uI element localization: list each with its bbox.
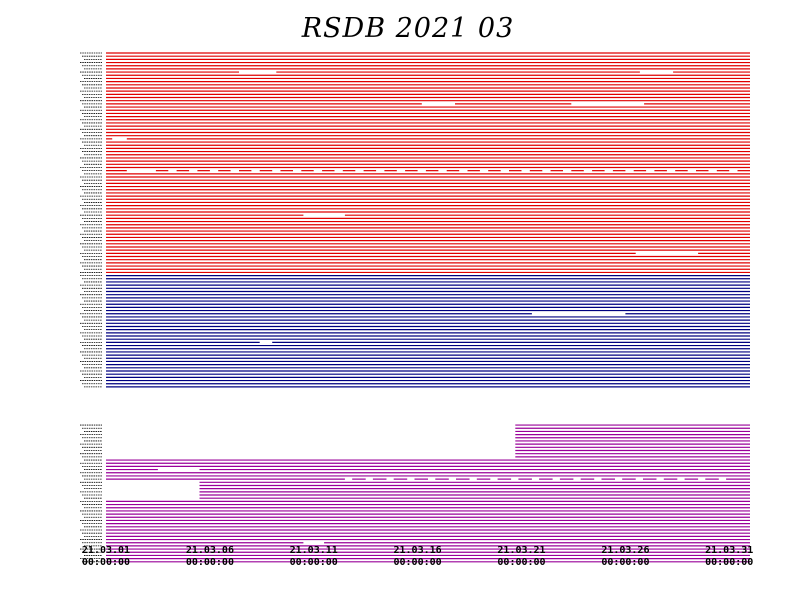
x-tick-time-label: 00:00:00 (497, 557, 545, 568)
x-tick-date-label: 21.03.11 (290, 545, 338, 556)
x-tick-date-label: 21.03.06 (186, 545, 234, 556)
x-tick-date-label: 21.03.01 (82, 545, 130, 556)
x-axis: 21.03.0100:00:0021.03.0600:00:0021.03.11… (82, 545, 753, 568)
row-labels (80, 52, 102, 563)
chart-title: RSDB 2021 03 (301, 13, 515, 44)
x-tick-time-label: 00:00:00 (186, 557, 234, 568)
x-tick-time-label: 00:00:00 (290, 557, 338, 568)
x-tick-time-label: 00:00:00 (394, 557, 442, 568)
x-tick-time-label: 00:00:00 (82, 557, 130, 568)
x-tick-date-label: 21.03.31 (705, 545, 753, 556)
x-tick-date-label: 21.03.16 (394, 545, 442, 556)
x-tick-time-label: 00:00:00 (601, 557, 649, 568)
x-tick-date-label: 21.03.26 (601, 545, 649, 556)
x-tick-time-label: 00:00:00 (705, 557, 753, 568)
data-rows (106, 52, 750, 563)
x-tick-date-label: 21.03.21 (497, 545, 545, 556)
